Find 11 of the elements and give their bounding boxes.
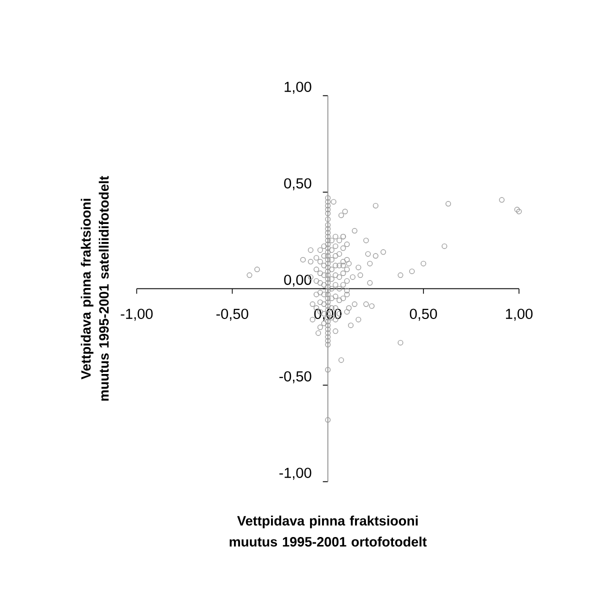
x-axis-title: Vettpidava pinna fraktsiooni muutus 1995-2001 ortofotodelt <box>230 516 427 547</box>
y-tick-label: -0,50 <box>279 371 312 384</box>
x-tick-label: -1,00 <box>120 308 153 321</box>
x-tick-label: 1,00 <box>506 308 533 321</box>
y-axis-title: Vettpidava pinna fraktsiooni muutus 1995-2001 satelliidifotodelt <box>80 176 109 401</box>
y-tick-label: 0,00 <box>284 274 312 287</box>
y-tick-label: 0,50 <box>284 178 312 190</box>
y-tick-label: 1,00 <box>284 82 312 94</box>
x-tick-label: -0,50 <box>216 308 248 321</box>
y-tick-label: -1,00 <box>279 468 312 480</box>
x-tick-label: 0,50 <box>410 308 437 321</box>
